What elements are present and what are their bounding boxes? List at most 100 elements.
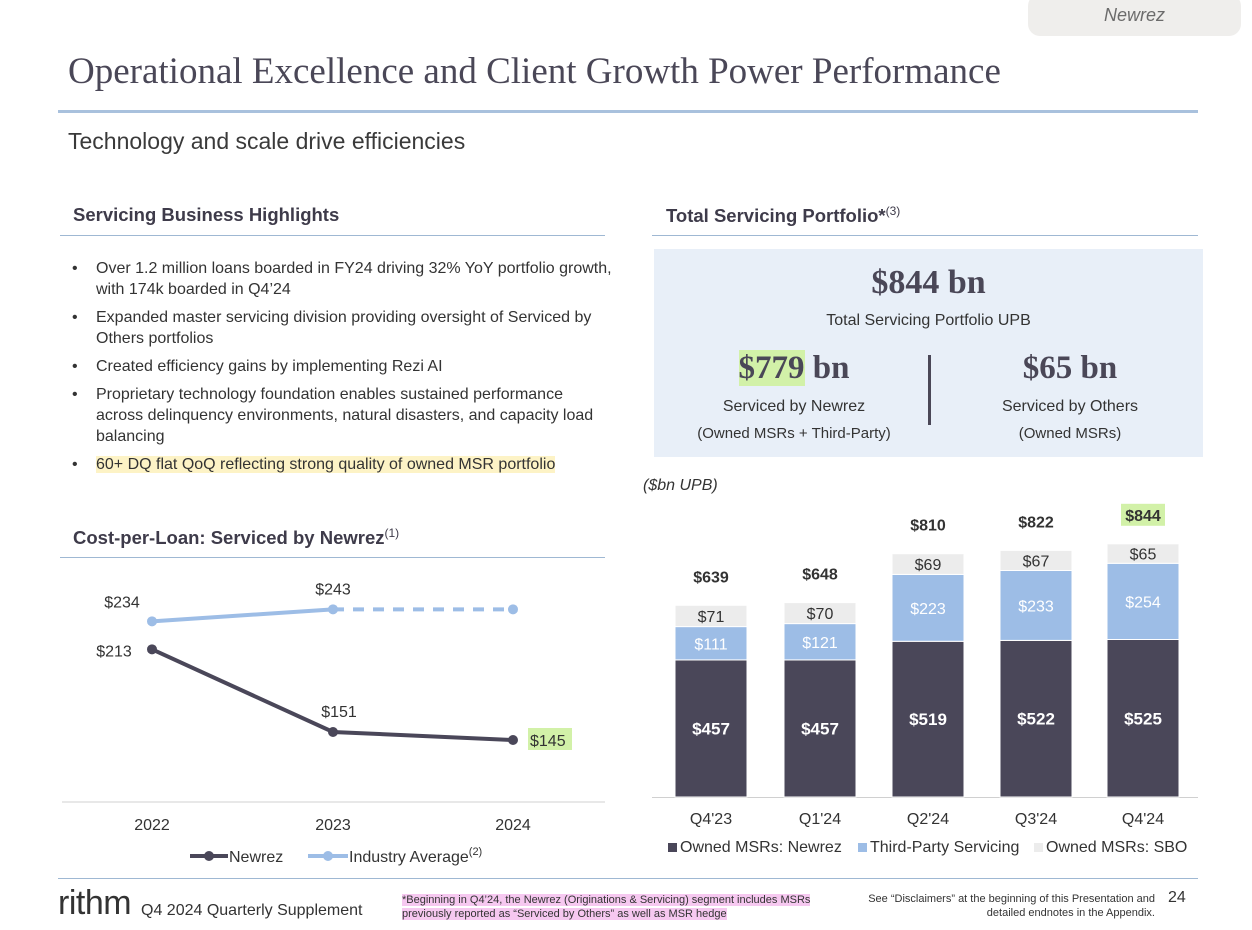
- owned-msr-newrez-bar: [1106, 639, 1180, 798]
- x-tick-label: Q4'24: [1122, 811, 1164, 828]
- disclaimer-note: See “Disclaimers” at the beginning of th…: [868, 893, 1155, 919]
- third-party-servicing-label: $121: [802, 635, 838, 652]
- newrez-upb-value: $779 bn: [738, 350, 850, 386]
- others-upb-value: $65 bn: [1022, 350, 1118, 386]
- industry-average-label: $243: [315, 581, 351, 598]
- industry-average-point: [328, 604, 338, 615]
- industry-average-point: [508, 604, 518, 615]
- owned-msr-newrez-label: $525: [1124, 709, 1162, 728]
- industry-average-line: [151, 607, 334, 624]
- newrez-upb-sublabel: (Owned MSRs + Third-Party): [697, 425, 891, 442]
- owned-msr-sbo-label: $70: [807, 606, 834, 623]
- owned-msr-sbo-label: $65: [1130, 547, 1157, 564]
- owned-msr-newrez-label: $457: [801, 719, 839, 738]
- third-party-servicing-label: $223: [910, 601, 946, 618]
- legend-swatch: [858, 843, 867, 852]
- x-tick-label: 2023: [315, 817, 351, 834]
- highlight-box: [1121, 503, 1165, 526]
- unit-note: ($bn UPB): [643, 477, 718, 494]
- total-label: $810: [910, 518, 946, 535]
- legend-newrez-label: Newrez: [229, 849, 283, 866]
- cost-per-loan-chart: $234 $243 $213 $151 $145 2022 2023 2024 Newrez In…: [62, 581, 605, 866]
- legend-label: Owned MSRs: SBO: [1046, 839, 1187, 856]
- industry-average-point: [147, 616, 157, 627]
- servicing-portfolio-chart: $457 $111 $71 $639 Q4'23 $457 $121 $70 $648 Q1'24…: [652, 503, 1198, 856]
- cpl-heading: Cost-per-Loan: Serviced by Newrez(1): [73, 526, 400, 549]
- newrez-label: $151: [321, 704, 357, 721]
- owned-msr-newrez-bar: [783, 659, 857, 798]
- owned-msr-sbo-label: $67: [1023, 553, 1050, 570]
- total-upb-value: $844 bn: [871, 264, 986, 301]
- legend-industry-marker: [323, 851, 333, 861]
- third-party-servicing-label: $233: [1018, 598, 1054, 615]
- total-label: $648: [802, 567, 838, 584]
- owned-msr-sbo-bar: [783, 602, 857, 625]
- third-party-servicing-bar: [891, 573, 965, 642]
- owned-msr-sbo-label: $69: [915, 557, 942, 574]
- highlights-list: Over 1.2 million loans boarded in FY24 d…: [72, 258, 612, 482]
- list-item: Expanded master servicing division provi…: [72, 307, 612, 349]
- portfolio-heading: Total Servicing Portfolio*(3): [666, 204, 901, 227]
- newrez-line: [151, 647, 514, 742]
- newrez-point: [508, 735, 518, 745]
- third-party-servicing-bar: [1106, 562, 1180, 640]
- x-tick-label: 2024: [495, 817, 531, 834]
- owned-msr-newrez-label: $519: [909, 710, 947, 729]
- owned-msr-sbo-bar: [999, 549, 1073, 572]
- third-party-servicing-bar: [783, 623, 857, 661]
- newrez-upb-label: Serviced by Newrez: [722, 398, 866, 415]
- newrez-point: [328, 727, 338, 737]
- kpi-divider: [928, 355, 931, 425]
- legend-industry-label: Industry Average(2): [349, 846, 482, 866]
- page-subtitle: Technology and scale drive efficiencies: [68, 128, 466, 154]
- x-tick-label: Q1'24: [799, 811, 841, 828]
- x-tick-label: Q4'23: [690, 811, 732, 828]
- company-logo: rithm: [58, 884, 132, 922]
- total-upb-label: Total Servicing Portfolio UPB: [826, 312, 1031, 329]
- list-item: Created efficiency gains by implementing…: [72, 356, 612, 377]
- owned-msr-newrez-label: $457: [692, 719, 730, 738]
- list-item: 60+ DQ flat QoQ reflecting strong qualit…: [72, 454, 612, 475]
- total-label: $639: [693, 569, 729, 586]
- third-party-servicing-bar: [674, 626, 748, 661]
- legend-footnote-ref: (2): [469, 846, 482, 858]
- legend-newrez-marker: [204, 851, 214, 861]
- others-upb-label: Serviced by Others: [1001, 398, 1139, 415]
- x-tick-label: 2022: [134, 817, 170, 834]
- legend-swatch: [1034, 843, 1043, 852]
- brand-tab: Newrez: [1028, 0, 1241, 36]
- list-item: Proprietary technology foundation enable…: [72, 384, 612, 447]
- owned-msr-sbo-bar: [891, 553, 965, 575]
- others-upb-sublabel: (Owned MSRs): [1018, 425, 1122, 442]
- newrez-label: $213: [96, 643, 132, 660]
- cpl-divider: [60, 557, 605, 558]
- third-party-servicing-bar: [999, 570, 1073, 641]
- third-party-servicing-label: $111: [694, 636, 727, 653]
- owned-msr-sbo-bar: [674, 604, 748, 628]
- total-label: $822: [1018, 514, 1054, 531]
- x-tick-label: Q3'24: [1015, 811, 1057, 828]
- footer-divider: [58, 878, 1198, 879]
- highlights-heading: Servicing Business Highlights: [73, 204, 340, 225]
- industry-average-label: $234: [104, 594, 140, 611]
- highlights-divider: [60, 235, 605, 236]
- newrez-point: [147, 644, 157, 655]
- highlight-box: [528, 728, 572, 750]
- brand-label: Newrez: [1103, 5, 1165, 25]
- page-number: 24: [1168, 889, 1186, 906]
- owned-msr-sbo-bar: [1106, 543, 1180, 564]
- third-party-servicing-label: $254: [1125, 594, 1161, 611]
- legend-label: Third-Party Servicing: [870, 839, 1019, 856]
- newrez-label: $145: [530, 733, 566, 750]
- owned-msr-newrez-label: $522: [1017, 710, 1055, 729]
- legend-swatch: [668, 843, 677, 852]
- list-item: Over 1.2 million loans boarded in FY24 d…: [72, 258, 612, 300]
- page-title: Operational Excellence and Client Growth…: [68, 51, 1001, 92]
- total-label: $844: [1125, 508, 1161, 525]
- portfolio-divider: [652, 235, 1198, 236]
- title-divider: [58, 110, 1198, 113]
- segment-footnote: *Beginning in Q4’24, the Newrez (Origina…: [402, 894, 811, 920]
- supplement-label: Q4 2024 Quarterly Supplement: [141, 902, 363, 919]
- legend-label: Owned MSRs: Newrez: [680, 839, 842, 856]
- x-tick-label: Q2'24: [907, 811, 949, 828]
